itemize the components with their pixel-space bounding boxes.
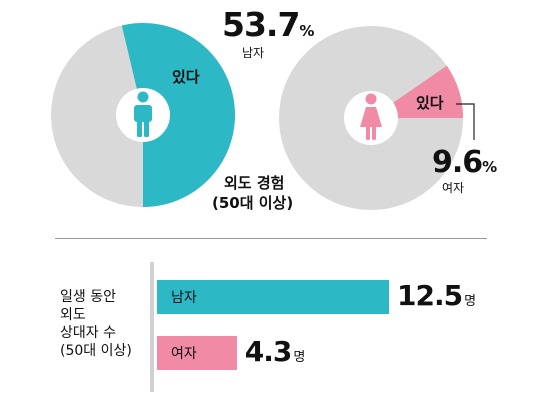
- bar-female: 여자: [157, 336, 237, 370]
- pie-chart-male: [51, 23, 235, 208]
- bar-chart-title: 일생 동안 외도 상대자 수 (50대 이상): [60, 288, 132, 360]
- male-percent-unit: %: [299, 22, 315, 40]
- female-value-leader-line: [456, 103, 475, 140]
- bar-value-male-unit: 명: [464, 294, 477, 309]
- male-slice-label: 있다: [172, 68, 200, 86]
- male-percent-value: 53.7: [222, 5, 300, 44]
- bar-value-male: 12.5 명: [397, 279, 476, 312]
- bar-chart-title-line: 일생 동안: [60, 289, 116, 305]
- female-person-icon: [360, 93, 382, 140]
- bar-chart-title-line: 상대자 수: [60, 325, 116, 341]
- male-person-icon: [134, 91, 152, 137]
- bar-chart-title-line: (50대 이상): [60, 343, 132, 359]
- female-slice-label: 있다: [416, 94, 444, 112]
- pie-chart-title: 외도 경험: [224, 174, 285, 192]
- bar-label-female: 여자: [171, 346, 197, 362]
- bar-value-male-number: 12.5: [397, 279, 463, 312]
- male-group-label: 남자: [242, 46, 265, 60]
- section-divider: [55, 238, 487, 239]
- female-percent-value: 9.6: [432, 145, 483, 180]
- bar-value-female-unit: 명: [293, 350, 306, 365]
- pie-charts: [51, 23, 475, 210]
- bar-label-male: 남자: [171, 290, 197, 306]
- bar-chart-axis: [150, 262, 154, 392]
- bar-male: 남자: [157, 280, 389, 314]
- bar-chart-title-line: 외도: [60, 307, 86, 323]
- male-percent: 53.7%: [222, 8, 314, 41]
- female-percent-unit: %: [482, 158, 498, 176]
- female-percent: 9.6%: [432, 148, 497, 178]
- pie-chart-subtitle: (50대 이상): [212, 194, 294, 212]
- pie-chart-female: [279, 26, 463, 210]
- female-group-label: 여자: [442, 181, 465, 195]
- bar-value-female-number: 4.3: [244, 335, 293, 368]
- bar-value-female: 4.3 명: [245, 335, 306, 368]
- pie-male-highlight-slice: [121, 23, 235, 208]
